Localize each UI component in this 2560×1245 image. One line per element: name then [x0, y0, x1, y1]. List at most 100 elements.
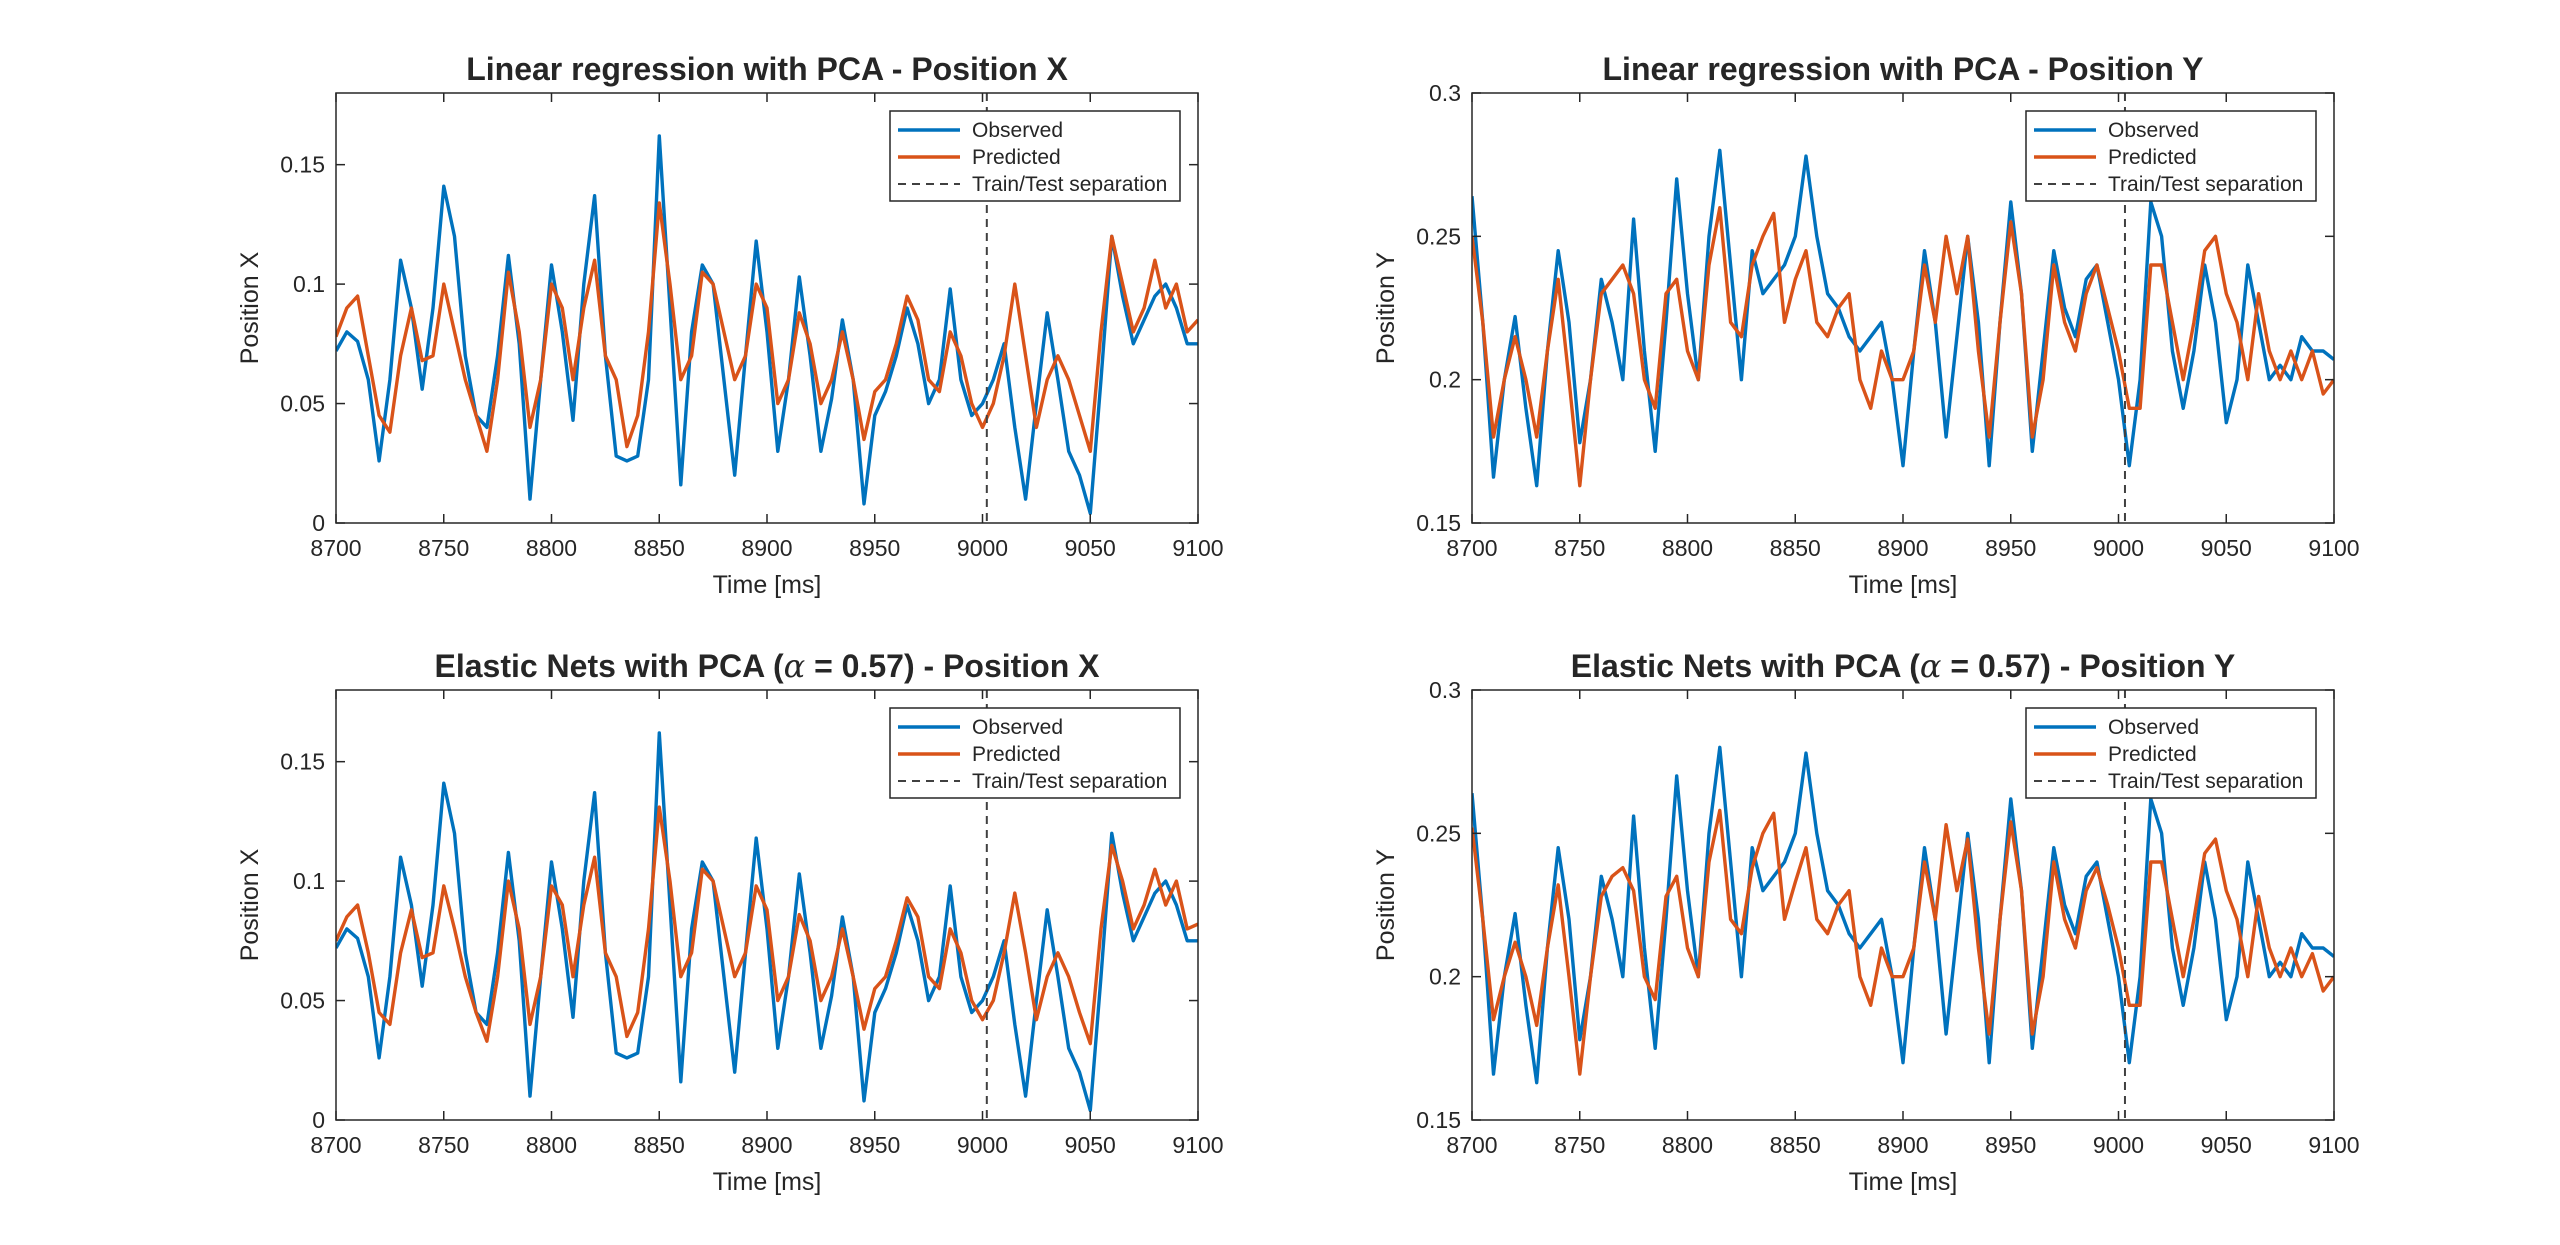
x-tick-label: 9000 [2093, 535, 2144, 561]
legend-label: Observed [972, 716, 1063, 739]
chart-title-text: Linear regression with PCA - Position Y [1603, 51, 2204, 87]
legend-label: Train/Test separation [972, 173, 1167, 196]
legend-label: Predicted [2108, 146, 2197, 169]
x-tick-label: 9050 [2201, 1132, 2252, 1158]
x-axis-label: Time [ms] [1849, 1168, 1958, 1196]
y-tick-label: 0.15 [1416, 1107, 1461, 1133]
y-tick-label: 0.05 [280, 988, 325, 1014]
x-tick-label: 8750 [418, 535, 469, 561]
series-line-predicted [1472, 206, 2334, 488]
series-line-observed [336, 134, 1198, 516]
x-tick-label: 8850 [634, 1132, 685, 1158]
y-tick-label: 0.1 [293, 271, 325, 297]
x-tick-label: 8850 [1770, 1132, 1821, 1158]
series-line-predicted [336, 805, 1198, 1046]
x-axis-label: Time [ms] [1849, 571, 1958, 599]
series-line-predicted [336, 201, 1198, 453]
x-tick-label: 9050 [2201, 535, 2252, 561]
x-tick-label: 9100 [2308, 1132, 2359, 1158]
x-tick-label: 8800 [1662, 1132, 1713, 1158]
y-tick-label: 0 [312, 1107, 325, 1133]
alpha-symbol: α [1920, 647, 1942, 685]
x-tick-label: 8850 [1770, 535, 1821, 561]
chart-title: Elastic Nets with PCA (α = 0.57) - Posit… [434, 647, 1100, 685]
y-tick-label: 0.2 [1429, 964, 1461, 990]
x-tick-label: 8950 [1985, 1132, 2036, 1158]
legend: Observed Predicted Train/Test separation [2025, 707, 2317, 799]
series-line-observed [1472, 745, 2334, 1085]
series-line-predicted [1472, 808, 2334, 1076]
chart-panel-1: 8700 8750 8800 8850 8900 8950 9000 9050 9100 0 0.0… [236, 51, 1224, 599]
chart-panel-2: 8700 8750 8800 8850 8900 8950 9000 9050 9100 0.15… [1372, 51, 2360, 599]
series-line-observed [336, 731, 1198, 1113]
chart-panel-4: 8700 8750 8800 8850 8900 8950 9000 9050 9100 0.15… [1372, 647, 2360, 1196]
chart-panel-3: 8700 8750 8800 8850 8900 8950 9000 9050 9100 0 0.0… [236, 647, 1224, 1196]
x-tick-label: 9000 [957, 535, 1008, 561]
y-tick-label: 0.3 [1429, 677, 1461, 703]
y-tick-label: 0.05 [280, 391, 325, 417]
x-tick-label: 8700 [1446, 1132, 1497, 1158]
chart-title-text-end: = 0.57) - Position X [805, 648, 1100, 684]
legend-label: Observed [972, 119, 1063, 142]
x-tick-label: 8750 [1554, 535, 1605, 561]
x-tick-label: 8950 [1985, 535, 2036, 561]
x-tick-label: 9000 [957, 1132, 1008, 1158]
chart-title-text: Elastic Nets with PCA ( [434, 648, 783, 684]
x-tick-label: 8900 [741, 1132, 792, 1158]
chart-title-text-end: = 0.57) - Position Y [1942, 648, 2236, 684]
x-tick-label: 9100 [2308, 535, 2359, 561]
legend-label: Predicted [972, 146, 1061, 169]
y-axis-label: Position X [236, 848, 264, 961]
x-tick-label: 8750 [1554, 1132, 1605, 1158]
legend: Observed Predicted Train/Test separation [889, 110, 1181, 202]
legend: Observed Predicted Train/Test separation [889, 707, 1181, 799]
y-tick-label: 0.3 [1429, 80, 1461, 106]
x-tick-label: 8900 [1877, 1132, 1928, 1158]
y-tick-label: 0.25 [1416, 223, 1461, 249]
x-tick-label: 8700 [310, 535, 361, 561]
x-tick-label: 8750 [418, 1132, 469, 1158]
x-tick-label: 8700 [1446, 535, 1497, 561]
x-tick-label: 9100 [1172, 1132, 1223, 1158]
x-tick-label: 9100 [1172, 535, 1223, 561]
x-tick-label: 8950 [849, 535, 900, 561]
legend-label: Predicted [2108, 743, 2197, 766]
y-tick-label: 0.1 [293, 868, 325, 894]
y-axis-label: Position X [236, 251, 264, 364]
y-tick-label: 0.15 [280, 152, 325, 178]
legend-label: Predicted [972, 743, 1061, 766]
x-tick-label: 8950 [849, 1132, 900, 1158]
y-tick-label: 0.15 [1416, 510, 1461, 536]
y-tick-label: 0.25 [1416, 820, 1461, 846]
legend-label: Observed [2108, 716, 2199, 739]
x-tick-label: 8900 [741, 535, 792, 561]
y-tick-label: 0.15 [280, 749, 325, 775]
chart-title-text: Elastic Nets with PCA ( [1571, 648, 1920, 684]
series-line-observed [1472, 148, 2334, 488]
legend-box [889, 110, 1181, 202]
x-tick-label: 8800 [1662, 535, 1713, 561]
y-axis-label: Position Y [1372, 252, 1400, 364]
y-tick-label: 0.2 [1429, 367, 1461, 393]
legend-label: Train/Test separation [2108, 770, 2303, 793]
legend-label: Train/Test separation [2108, 173, 2303, 196]
x-tick-label: 8700 [310, 1132, 361, 1158]
x-tick-label: 8850 [634, 535, 685, 561]
x-tick-label: 9050 [1065, 535, 1116, 561]
chart-title-text: Linear regression with PCA - Position X [466, 51, 1068, 87]
x-tick-label: 8800 [526, 1132, 577, 1158]
x-axis-label: Time [ms] [713, 1168, 822, 1196]
x-tick-label: 8800 [526, 535, 577, 561]
y-axis-label: Position Y [1372, 849, 1400, 961]
legend-label: Train/Test separation [972, 770, 1167, 793]
x-tick-label: 9000 [2093, 1132, 2144, 1158]
legend-label: Observed [2108, 119, 2199, 142]
chart-title: Linear regression with PCA - Position X [466, 51, 1068, 87]
x-tick-label: 8900 [1877, 535, 1928, 561]
x-axis-label: Time [ms] [713, 571, 822, 599]
x-tick-label: 9050 [1065, 1132, 1116, 1158]
legend: Observed Predicted Train/Test separation [2025, 110, 2317, 202]
y-tick-label: 0 [312, 510, 325, 536]
chart-title: Elastic Nets with PCA (α = 0.57) - Posit… [1571, 647, 2235, 685]
